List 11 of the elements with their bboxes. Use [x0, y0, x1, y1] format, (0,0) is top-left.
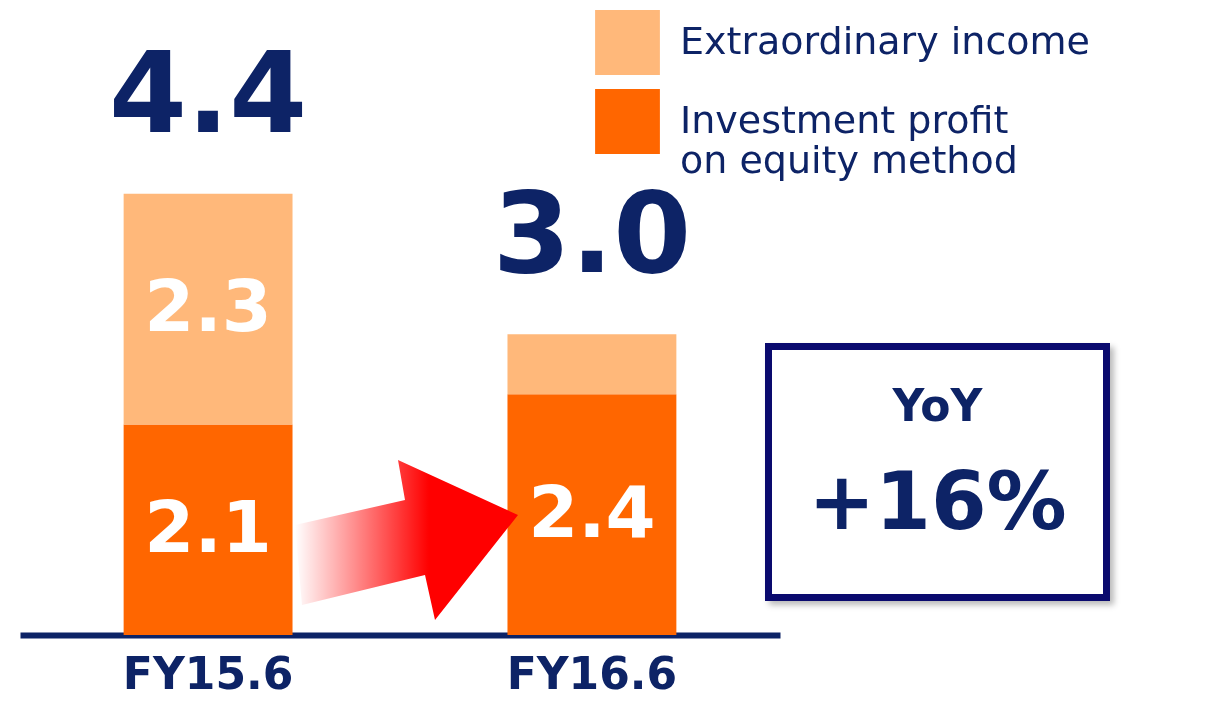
x-tick-label: FY16.6: [506, 647, 678, 699]
framed-box: YoY +16%: [765, 343, 1110, 601]
legend-label: Extraordinary income: [680, 18, 1090, 63]
data-label: 2.1: [144, 484, 272, 569]
data-label: 2.4: [528, 469, 656, 554]
x-tick-label: FY15.6: [122, 647, 294, 699]
total-label: 4.4: [108, 27, 308, 158]
bar: [123, 193, 293, 425]
bar: [507, 334, 677, 395]
data-label: 2.3: [144, 264, 272, 349]
bar: [123, 424, 293, 635]
